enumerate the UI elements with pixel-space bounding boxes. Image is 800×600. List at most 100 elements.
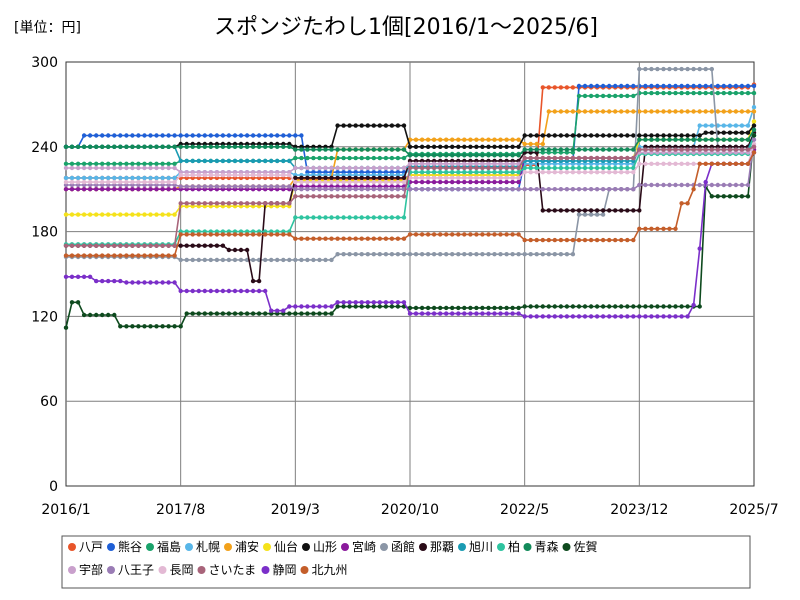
data-point [697, 137, 702, 142]
data-point [220, 201, 226, 206]
data-point [613, 147, 618, 152]
data-point [124, 179, 129, 185]
data-point [136, 133, 141, 138]
data-point [317, 179, 322, 185]
legend-swatch [380, 543, 388, 551]
data-point [106, 161, 111, 166]
data-point [208, 158, 213, 164]
data-point [480, 232, 485, 237]
data-point [558, 165, 564, 171]
data-point [419, 311, 425, 316]
data-point [425, 165, 431, 171]
data-point [534, 165, 539, 171]
data-point [226, 184, 232, 189]
data-point [395, 236, 401, 241]
data-point [281, 133, 286, 138]
data-point [607, 237, 612, 243]
data-point [311, 175, 316, 181]
data-point [371, 215, 376, 220]
data-point [631, 208, 636, 213]
data-point [474, 305, 479, 311]
data-point [208, 144, 213, 149]
data-point [81, 133, 87, 138]
data-point [685, 147, 690, 152]
data-point [431, 252, 437, 257]
data-point [196, 288, 201, 294]
data-point [625, 109, 630, 114]
legend-item: 静岡 [261, 563, 297, 577]
data-point [263, 288, 268, 294]
data-point [94, 175, 99, 181]
data-point [419, 170, 425, 175]
data-point [625, 93, 630, 99]
data-point [667, 90, 672, 96]
data-point [184, 158, 189, 164]
data-point [576, 165, 582, 171]
data-point [619, 165, 624, 171]
data-point [244, 201, 250, 206]
data-point [329, 311, 334, 316]
data-point [613, 208, 618, 213]
data-point [365, 187, 370, 192]
data-point [220, 158, 226, 164]
data-point [136, 161, 141, 166]
data-point [317, 236, 322, 241]
data-point [522, 133, 527, 138]
data-point [564, 187, 570, 192]
data-point [619, 304, 624, 309]
data-point [661, 133, 666, 138]
series-17 [63, 144, 757, 248]
data-point [419, 153, 425, 158]
data-point [619, 237, 624, 243]
data-point [413, 144, 419, 149]
data-point [474, 144, 479, 149]
data-point [564, 147, 570, 152]
data-point [516, 252, 521, 257]
data-point [100, 243, 105, 248]
data-point [142, 243, 147, 248]
data-point [649, 226, 654, 231]
data-point [739, 90, 745, 96]
data-point [383, 123, 389, 128]
data-point [413, 153, 419, 158]
data-point [739, 123, 745, 128]
legend-item: 那覇 [419, 540, 454, 554]
data-point [323, 165, 328, 171]
data-point [377, 304, 382, 309]
data-point [540, 252, 545, 257]
data-point [727, 137, 733, 142]
data-point [305, 311, 310, 316]
data-point [323, 215, 328, 220]
data-point [613, 314, 618, 319]
data-point [504, 305, 509, 311]
data-point [444, 305, 449, 311]
data-point [184, 288, 189, 294]
data-point [281, 201, 286, 206]
data-point [94, 161, 99, 166]
data-point [142, 179, 147, 185]
data-point [582, 237, 588, 243]
data-point [570, 208, 576, 213]
data-point [607, 304, 612, 309]
data-point [371, 147, 376, 152]
data-point [462, 311, 467, 316]
data-point [425, 161, 431, 166]
data-point [407, 252, 413, 257]
data-point [250, 133, 256, 138]
data-point [130, 165, 135, 171]
data-point [600, 165, 606, 171]
data-point [739, 194, 745, 199]
data-point [293, 155, 298, 161]
data-point [667, 66, 672, 72]
data-point [335, 194, 340, 199]
data-point [450, 311, 455, 316]
data-point [347, 252, 352, 257]
data-point [124, 133, 129, 138]
data-point [649, 314, 654, 319]
data-point [438, 311, 443, 316]
data-point [655, 137, 660, 142]
data-point [498, 187, 503, 192]
data-point [311, 155, 316, 161]
data-point [570, 187, 576, 192]
data-point [347, 304, 352, 309]
